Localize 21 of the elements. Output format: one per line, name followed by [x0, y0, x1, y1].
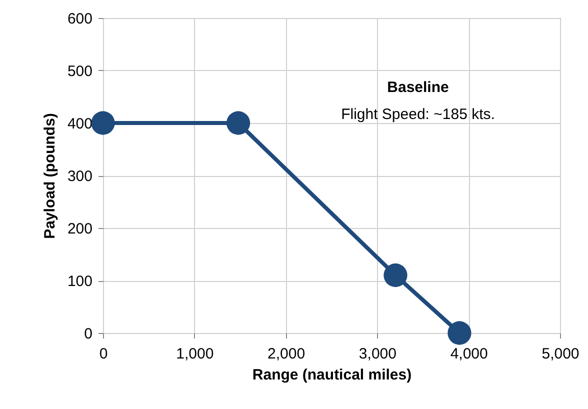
annotation: Baseline — [387, 79, 449, 96]
annotation: Flight Speed: ~185 kts. — [341, 106, 495, 123]
x-tick-label: 0 — [99, 346, 108, 362]
x-axis-title: Range (nautical miles) — [252, 366, 412, 384]
x-tick-label: 4,000 — [450, 346, 488, 362]
x-tick-label: 1,000 — [176, 346, 214, 362]
point — [384, 263, 408, 288]
point — [448, 321, 472, 345]
y-tick-label: 300 — [67, 168, 92, 185]
x-tick-label: 3,000 — [358, 346, 396, 362]
y-tick-label: 100 — [67, 273, 92, 290]
y-axis-title: Payload (pounds) — [41, 113, 58, 239]
y-tick-label: 500 — [67, 63, 92, 80]
y-tick-label: 0 — [84, 326, 92, 342]
y-tick-label: 600 — [67, 10, 92, 28]
point — [91, 111, 115, 135]
y-tick-label: 400 — [67, 116, 92, 132]
x-tick-label: 5,000 — [542, 346, 580, 362]
y-tick-label: 200 — [67, 220, 92, 238]
point — [226, 111, 250, 135]
x-tick-label: 2,000 — [268, 346, 306, 362]
